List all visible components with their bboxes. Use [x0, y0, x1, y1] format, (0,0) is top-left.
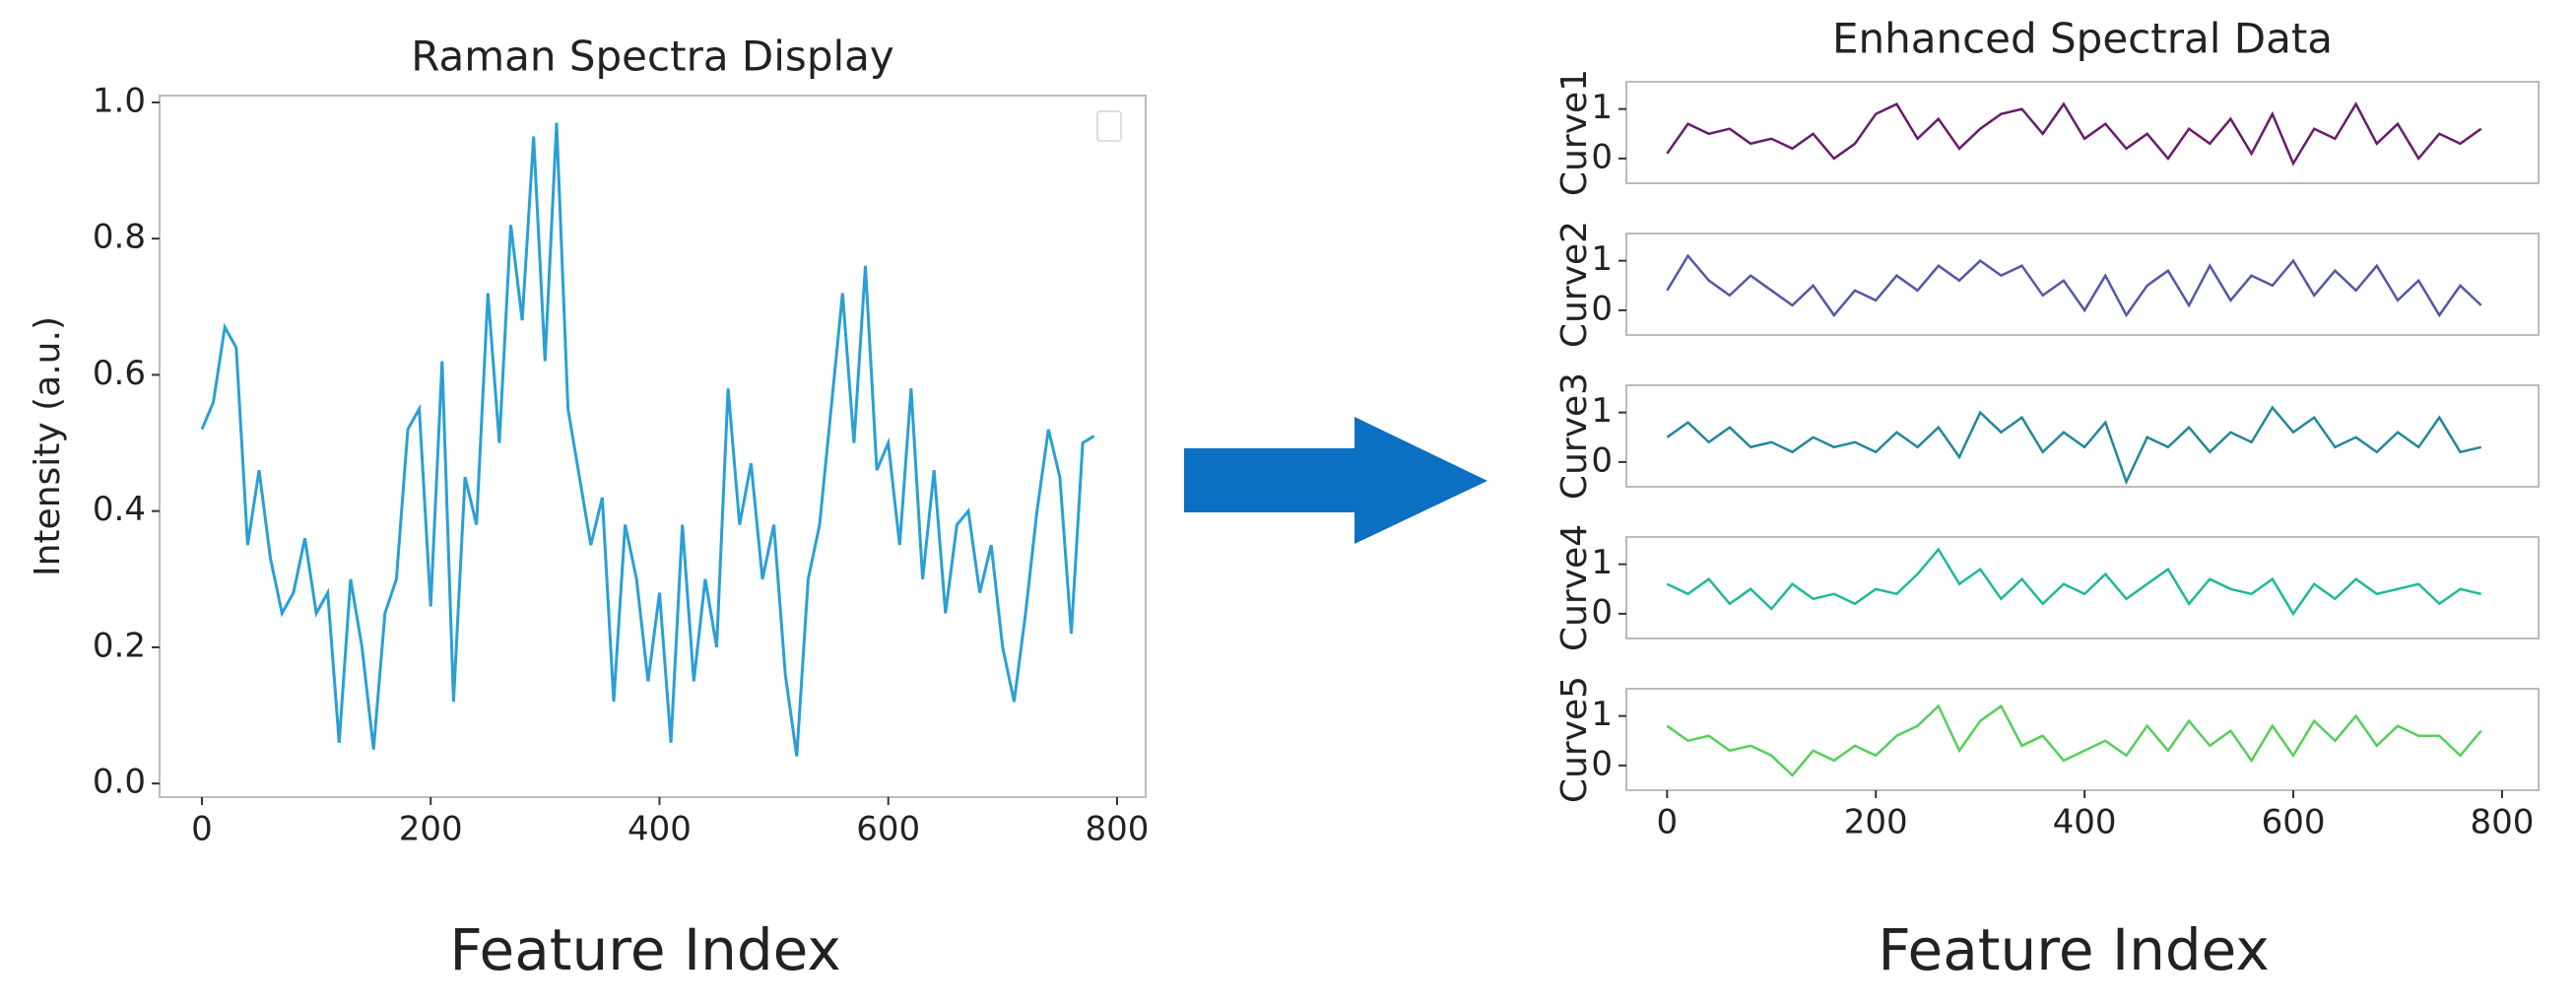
chart-title: Enhanced Spectral Data [1832, 15, 2333, 63]
y-tick-label: 0 [1591, 289, 1613, 328]
y-tick-label: 1 [1591, 543, 1613, 582]
panel-frame [1625, 233, 2540, 336]
y-tick-label: 1 [1591, 391, 1613, 431]
x-tick-label: 200 [1844, 803, 1908, 842]
x-tick-label: 400 [627, 810, 692, 849]
y-tick-label: 0.8 [93, 218, 146, 257]
series-label: Curve3 [1554, 372, 1595, 500]
curve-line [1666, 704, 2482, 777]
series-label: Curve4 [1554, 524, 1595, 651]
y-tick-label: 0.6 [93, 354, 146, 393]
y-tick-label: 0 [1591, 744, 1613, 783]
curve-line [1666, 101, 2482, 167]
x-tick-label: 200 [399, 810, 463, 849]
arrow [1184, 417, 1487, 544]
panel-frame [1625, 384, 2540, 488]
y-tick-label: 1 [1591, 239, 1613, 279]
legend-box [1096, 110, 1122, 142]
x-tick-label: 600 [2262, 803, 2326, 842]
y-tick-label: 0.0 [93, 763, 146, 802]
x-axis-label: Feature Index [449, 916, 840, 983]
curve-line [1666, 253, 2482, 318]
panel-frame [1625, 536, 2540, 639]
y-tick-label: 1.0 [93, 81, 146, 120]
x-axis-label: Feature Index [1878, 916, 2269, 983]
curve-line [1666, 405, 2481, 486]
spectrum-line [200, 122, 1095, 757]
y-tick-label: 1 [1591, 695, 1613, 734]
x-tick-label: 600 [856, 810, 920, 849]
y-tick-label: 0.4 [93, 490, 146, 529]
y-tick-label: 0 [1591, 592, 1613, 632]
x-tick-label: 0 [1657, 803, 1679, 842]
curve-line [1666, 547, 2481, 617]
panel-frame [1625, 81, 2540, 184]
x-tick-label: 400 [2053, 803, 2117, 842]
y-tick-label: 1 [1591, 88, 1613, 127]
y-tick-label: 0 [1591, 137, 1613, 176]
y-tick-label: 0.2 [93, 626, 146, 665]
x-tick-label: 800 [2470, 803, 2534, 842]
x-tick-label: 0 [191, 810, 213, 849]
series-label: Curve1 [1554, 69, 1595, 196]
series-label: Curve2 [1554, 221, 1595, 348]
y-axis-label: Intensity (a.u.) [28, 316, 68, 576]
chart-title: Raman Spectra Display [411, 33, 894, 81]
panel-frame [1625, 688, 2540, 791]
y-tick-label: 0 [1591, 440, 1613, 480]
plot-frame [159, 95, 1147, 798]
x-tick-label: 800 [1086, 810, 1150, 849]
series-label: Curve5 [1554, 676, 1595, 803]
